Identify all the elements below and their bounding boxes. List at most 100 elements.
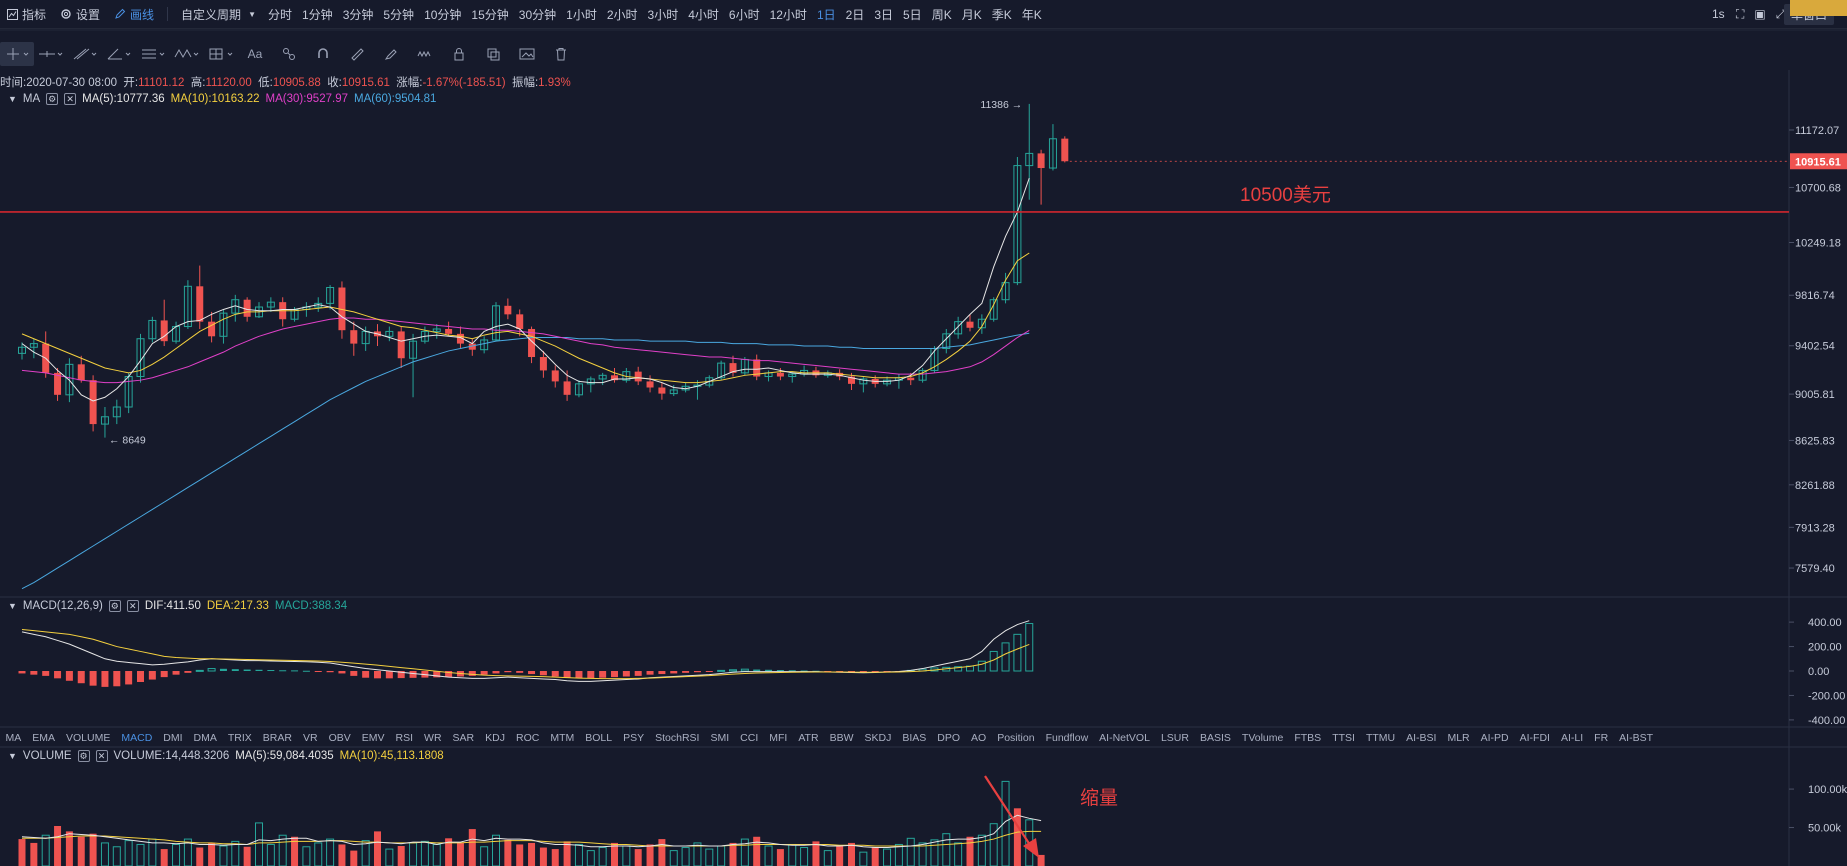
fibonacci-tool[interactable] — [204, 42, 238, 66]
indicator-tab-38[interactable]: AI-BSI — [1406, 732, 1437, 744]
period-18[interactable]: 月K — [961, 7, 982, 22]
indicator-tab-41[interactable]: AI-FDI — [1519, 732, 1550, 744]
trend-line-tool[interactable] — [68, 42, 102, 66]
parallel-channel-tool[interactable] — [136, 42, 170, 66]
indicator-tab-8[interactable]: VR — [302, 732, 318, 744]
fullscreen-icon[interactable]: ⤢ — [1775, 6, 1786, 21]
period-8[interactable]: 2小时 — [606, 7, 638, 22]
period-19[interactable]: 季K — [991, 7, 1012, 22]
horizontal-line-10500[interactable]: 10500美元 — [0, 184, 1789, 213]
volume-close-icon[interactable]: ✕ — [95, 750, 108, 762]
indicator-tab-17[interactable]: BOLL — [585, 732, 613, 744]
brush-tool[interactable] — [374, 42, 408, 66]
indicator-tab-24[interactable]: BBW — [829, 732, 854, 744]
period-20[interactable]: 年K — [1021, 7, 1042, 22]
period-6[interactable]: 30分钟 — [518, 7, 557, 22]
indicator-tab-19[interactable]: StochRSI — [655, 732, 700, 744]
ma-close-icon[interactable]: ✕ — [64, 93, 77, 105]
indicator-tab-14[interactable]: KDJ — [485, 732, 505, 744]
settings-button[interactable]: 设置 — [53, 6, 107, 23]
copy-tool[interactable] — [476, 42, 510, 66]
period-1[interactable]: 1分钟 — [302, 7, 333, 22]
indicator-tab-36[interactable]: TTSI — [1332, 732, 1355, 744]
indicator-tab-18[interactable]: PSY — [623, 732, 645, 744]
measure-tool[interactable] — [408, 42, 442, 66]
indicator-tab-3[interactable]: MACD — [121, 732, 153, 744]
period-16[interactable]: 5日 — [903, 7, 922, 22]
interval-selector[interactable]: 1s — [1712, 0, 1725, 28]
indicator-tab-28[interactable]: AO — [971, 732, 987, 744]
period-3[interactable]: 5分钟 — [383, 7, 415, 22]
period-0[interactable]: 分时 — [267, 7, 292, 22]
indicator-tab-39[interactable]: MLR — [1447, 732, 1470, 744]
indicator-tab-1[interactable]: EMA — [32, 732, 56, 744]
crosshair-tool[interactable] — [0, 42, 34, 66]
indicator-tab-10[interactable]: EMV — [361, 732, 385, 744]
period-14[interactable]: 2日 — [845, 7, 865, 22]
macd-settings-icon[interactable]: ⚙ — [108, 600, 121, 612]
period-10[interactable]: 4小时 — [688, 7, 719, 22]
custom-period-dropdown[interactable]: 自定义周期 ▼ — [174, 6, 263, 23]
volume-settings-icon[interactable]: ⚙ — [77, 750, 90, 762]
window-mode-button[interactable]: 单窗口 — [1784, 0, 1835, 28]
magnet-tool[interactable] — [306, 42, 340, 66]
period-17[interactable]: 周K — [931, 7, 952, 22]
lock-tool[interactable] — [442, 42, 476, 66]
period-2[interactable]: 3分钟 — [342, 7, 374, 22]
collapse-icon[interactable]: ▼ — [8, 94, 17, 104]
indicators-button[interactable]: 指标 — [0, 6, 53, 23]
indicator-tab-37[interactable]: TTMU — [1365, 732, 1396, 744]
indicator-tab-13[interactable]: SAR — [452, 732, 475, 744]
period-13[interactable]: 1日 — [816, 7, 836, 22]
macd-close-icon[interactable]: ✕ — [126, 600, 139, 612]
indicator-tab-35[interactable]: FTBS — [1294, 732, 1322, 744]
delete-tool[interactable] — [544, 42, 578, 66]
indicator-tab-44[interactable]: AI-BST — [1619, 732, 1654, 744]
indicator-tab-16[interactable]: MTM — [550, 732, 575, 744]
indicator-tab-6[interactable]: TRIX — [227, 732, 252, 744]
ruler-tool[interactable] — [340, 42, 374, 66]
indicator-tab-31[interactable]: AI-NetVOL — [1099, 732, 1150, 744]
pattern-tool[interactable] — [272, 42, 306, 66]
indicator-tab-7[interactable]: BRAR — [262, 732, 292, 744]
indicator-tab-11[interactable]: RSI — [395, 732, 414, 744]
period-11[interactable]: 6小时 — [728, 7, 760, 22]
indicator-tab-23[interactable]: ATR — [798, 732, 819, 744]
indicator-tab-34[interactable]: TVolume — [1241, 732, 1284, 744]
indicator-tab-21[interactable]: CCI — [740, 732, 759, 744]
draw-button[interactable]: 画线 — [107, 6, 161, 23]
collapse-icon[interactable]: ▼ — [8, 751, 17, 761]
indicator-tab-26[interactable]: BIAS — [902, 732, 927, 744]
indicator-tab-9[interactable]: OBV — [328, 732, 351, 744]
camera-icon[interactable]: ▣ — [1754, 7, 1766, 21]
indicator-tab-33[interactable]: BASIS — [1199, 732, 1231, 744]
expand-icon[interactable]: ⛶ — [1736, 6, 1745, 21]
indicator-tab-0[interactable]: MA — [5, 732, 22, 744]
indicator-tab-20[interactable]: SMI — [710, 732, 730, 744]
horizontal-line-tool[interactable] — [34, 42, 68, 66]
angle-tool[interactable] — [102, 42, 136, 66]
indicator-tab-40[interactable]: AI-PD — [1480, 732, 1509, 744]
period-4[interactable]: 10分钟 — [424, 7, 462, 22]
screenshot-tool[interactable] — [510, 42, 544, 66]
period-5[interactable]: 15分钟 — [471, 7, 509, 22]
period-15[interactable]: 3日 — [874, 7, 893, 22]
wave-tool[interactable] — [170, 42, 204, 66]
text-tool[interactable]: Aa — [238, 42, 272, 66]
collapse-icon[interactable]: ▼ — [8, 601, 17, 611]
indicator-tab-12[interactable]: WR — [424, 732, 442, 744]
period-12[interactable]: 12小时 — [769, 7, 807, 22]
indicator-tab-5[interactable]: DMA — [193, 732, 217, 744]
indicator-tab-30[interactable]: Fundflow — [1045, 732, 1089, 744]
indicator-tab-22[interactable]: MFI — [769, 732, 788, 744]
indicator-tab-27[interactable]: DPO — [937, 732, 961, 744]
indicator-tab-32[interactable]: LSUR — [1160, 732, 1189, 744]
indicator-tab-42[interactable]: AI-LI — [1560, 732, 1584, 744]
period-9[interactable]: 3小时 — [647, 7, 679, 22]
indicator-tab-2[interactable]: VOLUME — [66, 732, 111, 744]
period-7[interactable]: 1小时 — [566, 7, 597, 22]
indicator-tab-29[interactable]: Position — [997, 732, 1035, 744]
indicator-tab-15[interactable]: ROC — [515, 732, 540, 744]
indicator-tab-43[interactable]: FR — [1594, 732, 1609, 744]
ma-settings-icon[interactable]: ⚙ — [46, 93, 59, 105]
